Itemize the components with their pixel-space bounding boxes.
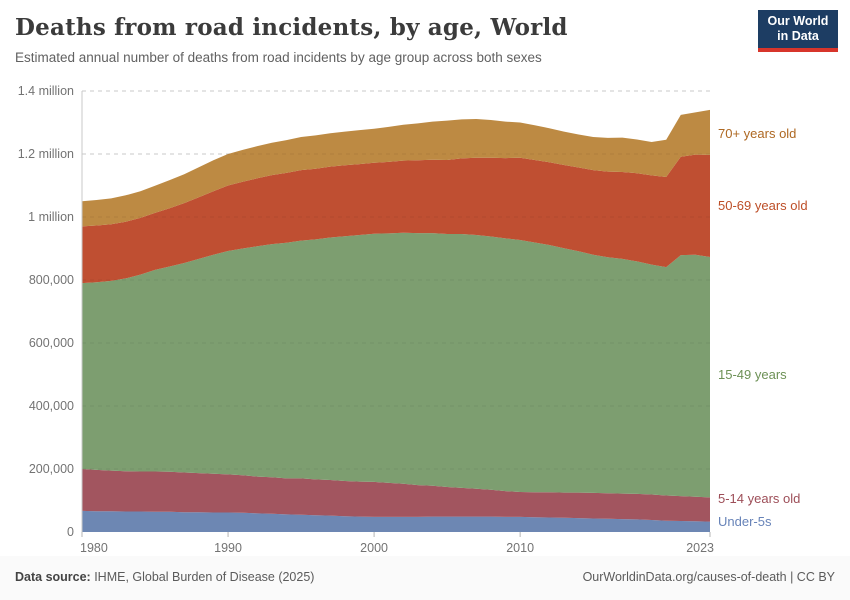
y-tick-label: 1.4 million <box>18 84 74 98</box>
owid-logo-line1: Our World <box>767 14 829 28</box>
y-tick-label: 600,000 <box>29 336 74 350</box>
page-subtitle: Estimated annual number of deaths from r… <box>15 50 542 65</box>
y-tick-label: 200,000 <box>29 462 74 476</box>
x-tick-label: 2000 <box>360 541 388 555</box>
y-tick-label: 1 million <box>28 210 74 224</box>
x-tick-label: 2023 <box>686 541 714 555</box>
area-15-49-years[interactable] <box>82 232 710 498</box>
footer-credit-link[interactable]: OurWorldinData.org/causes-of-death | CC … <box>582 570 835 584</box>
y-tick-label: 0 <box>67 525 74 539</box>
series-label-5-14[interactable]: 5-14 years old <box>718 491 801 506</box>
series-label-15-49[interactable]: 15-49 years <box>718 367 787 382</box>
y-tick-label: 800,000 <box>29 273 74 287</box>
y-tick-label: 400,000 <box>29 399 74 413</box>
owid-logo-line2: in Data <box>777 29 819 43</box>
series-label-70-plus[interactable]: 70+ years old <box>718 126 797 141</box>
data-source-label: Data source: <box>15 570 91 584</box>
data-source-text: Data source: IHME, Global Burden of Dise… <box>15 570 314 600</box>
footer: Data source: IHME, Global Burden of Dise… <box>0 556 850 600</box>
x-tick-label: 2010 <box>506 541 534 555</box>
data-source-value: IHME, Global Burden of Disease (2025) <box>90 570 315 584</box>
series-label-50-69[interactable]: 50-69 years old <box>718 198 808 213</box>
area-under-5s[interactable] <box>82 510 710 532</box>
page-title: Deaths from road incidents, by age, Worl… <box>15 14 568 41</box>
x-tick-label: 1990 <box>214 541 242 555</box>
owid-logo[interactable]: Our World in Data <box>758 10 838 52</box>
area-70-plus-years[interactable] <box>82 109 710 227</box>
x-tick-label: 1980 <box>80 541 108 555</box>
y-tick-label: 1.2 million <box>18 147 74 161</box>
area-5-14-years[interactable] <box>82 469 710 522</box>
area-50-69-years[interactable] <box>82 154 710 284</box>
series-label-under-5s[interactable]: Under-5s <box>718 514 772 529</box>
